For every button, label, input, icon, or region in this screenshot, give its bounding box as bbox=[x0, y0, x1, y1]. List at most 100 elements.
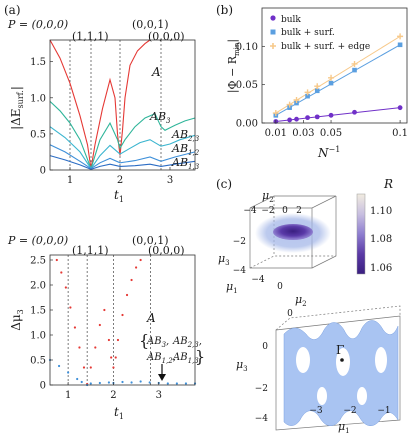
colorbar bbox=[356, 193, 366, 275]
data-point bbox=[114, 356, 117, 359]
data-point bbox=[76, 377, 79, 381]
y-tick-label: 0.05 bbox=[236, 80, 258, 91]
point-bulk-surf-edge bbox=[293, 97, 300, 103]
gamma-label: Γ bbox=[336, 343, 344, 357]
xlabel-main: t bbox=[114, 405, 119, 419]
data-point bbox=[89, 366, 92, 369]
transition-lines bbox=[69, 40, 162, 170]
group-label-AB13: AB1,3 bbox=[172, 352, 199, 365]
data-point bbox=[139, 380, 142, 383]
label-sub: 2,3 bbox=[187, 135, 200, 143]
label-sub: 2,3 bbox=[187, 341, 200, 349]
point-label-001: (0,0,1) bbox=[132, 18, 169, 31]
mu1-tick-0: −4 bbox=[251, 275, 265, 285]
svg-text:|ΔEsurf.|: |ΔEsurf.| bbox=[9, 86, 25, 130]
point-bulk-surf bbox=[287, 105, 292, 110]
mu3-tick-2: −4 bbox=[255, 414, 269, 424]
y-tick-label: 0 bbox=[40, 381, 46, 392]
data-point bbox=[166, 382, 169, 385]
plot-frame bbox=[261, 7, 408, 124]
point-bulk-surf-edge bbox=[328, 74, 335, 81]
label-sub: 3 bbox=[243, 365, 247, 373]
y-ticks: 0 0.5 1.0 1.5 2.0 2.5 bbox=[30, 256, 53, 392]
mu2-tick-2: 0 bbox=[282, 206, 288, 216]
series-line-A bbox=[49, 39, 151, 169]
p-label: P = (0,0,0) bbox=[7, 234, 68, 247]
x-tick-label: 0.05 bbox=[320, 128, 342, 139]
point-bulk bbox=[305, 115, 310, 121]
panel-label-b: (b) bbox=[216, 3, 233, 17]
group-label-AB3: AB3, bbox=[146, 336, 169, 349]
point-label-000: (0,0,0) bbox=[148, 244, 185, 257]
data-point bbox=[82, 366, 86, 369]
xlabel-sub: 1 bbox=[119, 195, 124, 204]
label-sub: 3 bbox=[225, 259, 229, 267]
point-bulk bbox=[287, 117, 293, 123]
point-bulk bbox=[294, 116, 299, 122]
point-bulk-surf bbox=[397, 42, 403, 48]
y-tick-label: 0 bbox=[40, 166, 46, 177]
x-axis-label: N−1 bbox=[317, 145, 340, 160]
label-sub: 1 bbox=[345, 427, 349, 435]
label-sub: 1,3 bbox=[188, 163, 200, 171]
mu3-label: μ3 bbox=[236, 358, 248, 373]
label-main: A bbox=[151, 65, 161, 79]
point-bulk-surf bbox=[328, 80, 334, 86]
point-label-000: (0,0,0) bbox=[148, 30, 185, 43]
y-tick-label: 2.5 bbox=[30, 256, 46, 267]
panel-b: 0.000.050.10 0.01 0.03 0.05 0.1 |Φ − Rmin| … bbox=[226, 7, 408, 160]
data-point bbox=[69, 306, 72, 309]
group-label-AB12: AB1,2, bbox=[146, 352, 176, 365]
legend-marker-bulk-surf-edge bbox=[270, 43, 276, 49]
mu1-label: μ1 bbox=[226, 280, 238, 295]
data-point bbox=[57, 364, 61, 368]
mu1-label: μ1 bbox=[338, 420, 350, 435]
data-point bbox=[107, 381, 111, 384]
data-point bbox=[67, 371, 70, 374]
label-main: AB bbox=[171, 156, 188, 169]
x-tick-label: 1 bbox=[67, 175, 73, 186]
mu3-tick-0: 0 bbox=[262, 342, 268, 352]
mu2-tick-0: 0 bbox=[287, 309, 293, 319]
series-label-AB23: AB2,3 bbox=[171, 128, 200, 143]
point-bulk-surf-edge bbox=[397, 33, 404, 40]
legend-label-bulk: bulk bbox=[281, 15, 301, 25]
svg-text:|Φ − Rmin|: |Φ − Rmin| bbox=[226, 39, 241, 93]
label-main: μ bbox=[236, 358, 243, 371]
label-main: AB bbox=[171, 142, 188, 155]
x-tick-label: 0.1 bbox=[392, 128, 408, 139]
data-point bbox=[103, 308, 106, 312]
data-point bbox=[55, 258, 58, 262]
panel-a-bottom: 0 0.5 1.0 1.5 2.0 2.5 1 2 3 P = (0,0,0) (1,1,1)… bbox=[7, 234, 205, 421]
ylabel-main: Δμ bbox=[9, 314, 23, 331]
x-tick-label: 0.01 bbox=[265, 128, 287, 139]
xlabel-main: t bbox=[114, 188, 119, 202]
ylabel-main: |ΔE bbox=[9, 108, 23, 129]
ylabel-sub: surf. bbox=[16, 90, 25, 108]
data-point bbox=[139, 258, 142, 262]
data-point bbox=[184, 382, 188, 385]
y-tick-label: 1.0 bbox=[30, 93, 46, 104]
mu2-tick-0: −4 bbox=[243, 206, 257, 216]
point-bulk-surf bbox=[352, 67, 357, 73]
ylabel-close: | bbox=[226, 39, 240, 43]
label-sub: 3 bbox=[162, 341, 167, 349]
xlabel-sup: −1 bbox=[329, 145, 341, 154]
x-ticks: 1 2 3 bbox=[67, 167, 173, 186]
group-label: { AB3, AB2,3, AB1,2, AB1,3 } bbox=[139, 331, 205, 366]
surface-box bbox=[275, 305, 401, 431]
data-point bbox=[60, 271, 63, 274]
mu3-tick-1: −4 bbox=[233, 266, 247, 276]
data-point bbox=[80, 380, 83, 384]
series-lines bbox=[49, 39, 196, 171]
label-sub: 1,3 bbox=[188, 357, 200, 365]
legend: bulk bulk + surf. bulk + surf. + edge bbox=[270, 15, 370, 52]
point-bulk-surf-edge bbox=[304, 89, 311, 96]
data-point bbox=[73, 326, 77, 329]
brace-close: } bbox=[195, 347, 205, 366]
mu2-tick-3: 2 bbox=[296, 206, 302, 216]
data-point bbox=[98, 323, 101, 327]
colorbar-tick-1: 1.08 bbox=[370, 234, 392, 245]
series-label-AB3: AB3 bbox=[149, 110, 171, 125]
